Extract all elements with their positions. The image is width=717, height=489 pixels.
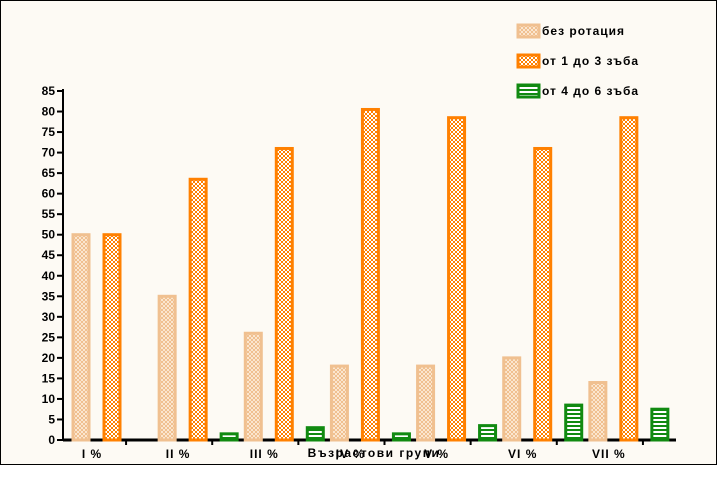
bar-2 <box>619 116 639 442</box>
y-tick-label: 60 <box>42 187 56 201</box>
legend-swatch <box>516 23 541 39</box>
y-tick-label: 10 <box>42 392 56 406</box>
y-tick-label: 0 <box>48 433 55 447</box>
bar-3 <box>564 403 584 442</box>
bar-1 <box>329 364 349 442</box>
bar-3 <box>650 407 670 442</box>
legend-label: без ротация <box>542 24 625 38</box>
y-tick-label: 70 <box>42 146 56 160</box>
bar-chart: 0 5 10 15 20 25 30 35 40 45 50 55 60 65 70 75 80 85 I % II… <box>42 23 676 461</box>
x-tick-label: IV % <box>336 447 365 461</box>
y-tick-label: 20 <box>42 351 56 365</box>
bar-2 <box>447 116 467 442</box>
x-tick-label: II % <box>166 447 191 461</box>
bar-1 <box>243 331 263 442</box>
y-tick-label: 30 <box>42 310 56 324</box>
bar-3 <box>305 426 325 442</box>
x-axis-title: Възрастови групи <box>308 446 441 460</box>
y-tick-label: 80 <box>42 105 56 119</box>
bar-3 <box>478 424 498 442</box>
y-tick-label: 25 <box>42 330 56 344</box>
y-tick-label: 15 <box>42 371 56 385</box>
legend-label: от 4 до 6 зъба <box>542 84 639 98</box>
legend-swatch <box>516 83 541 99</box>
bar-2 <box>274 146 294 442</box>
x-tick-label: VII % <box>592 447 626 461</box>
x-axis-labels: I % II % III % IV % V % VI % VII % <box>82 440 644 461</box>
bar-2 <box>188 177 208 442</box>
x-tick-label: VI % <box>508 447 537 461</box>
bar-3 <box>219 432 239 442</box>
y-tick-label: 35 <box>42 289 56 303</box>
y-tick-label: 50 <box>42 228 56 242</box>
y-tick-label: 45 <box>42 248 56 262</box>
bar-2 <box>360 107 380 442</box>
bar-1 <box>416 364 436 442</box>
x-tick-label: V % <box>424 447 449 461</box>
bar-1 <box>71 233 91 442</box>
bar-2 <box>533 146 553 442</box>
y-tick-label: 5 <box>48 412 55 426</box>
y-tick-label: 55 <box>42 207 56 221</box>
bars <box>71 107 670 442</box>
x-tick-label: III % <box>250 447 279 461</box>
chart-frame: 0 5 10 15 20 25 30 35 40 45 50 55 60 65 70 75 80 85 I % II… <box>0 0 717 465</box>
bar-3 <box>391 432 411 442</box>
y-axis-ticks: 0 5 10 15 20 25 30 35 40 45 50 55 60 65 70 75 80 85 <box>42 84 63 447</box>
bar-2 <box>102 233 122 442</box>
legend: без ротация от 1 до 3 зъба от 4 до 6 зъба <box>516 23 639 99</box>
bar-1 <box>588 381 608 442</box>
x-tick-label: I % <box>82 447 102 461</box>
legend-swatch <box>516 53 541 69</box>
bar-1 <box>502 356 522 442</box>
legend-label: от 1 до 3 зъба <box>542 54 639 68</box>
bar-1 <box>157 294 177 442</box>
y-tick-label: 85 <box>42 84 56 98</box>
y-tick-label: 40 <box>42 269 56 283</box>
y-tick-label: 75 <box>42 125 56 139</box>
y-tick-label: 65 <box>42 166 56 180</box>
